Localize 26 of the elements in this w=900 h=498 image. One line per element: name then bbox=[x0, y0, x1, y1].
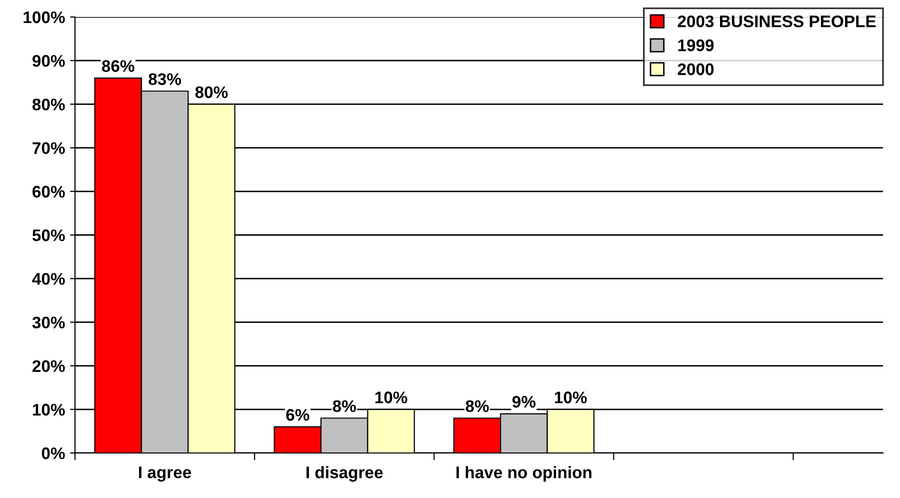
y-tick-label: 30% bbox=[32, 316, 65, 328]
data-label: 80% bbox=[195, 86, 228, 98]
y-tick-label: 20% bbox=[32, 360, 65, 372]
y-tick-label: 40% bbox=[32, 273, 65, 285]
x-tick-label: I disagree bbox=[306, 466, 383, 482]
data-label: 9% bbox=[512, 396, 536, 408]
y-tick-label: 50% bbox=[32, 229, 65, 242]
x-tick-label: I agree bbox=[139, 466, 192, 482]
legend-label: 1999 bbox=[678, 39, 714, 52]
y-tick-label: 0% bbox=[42, 447, 65, 460]
y-tick-label: 70% bbox=[32, 142, 65, 154]
data-label: 10% bbox=[554, 392, 587, 404]
legend-label: 2003 BUSINESS PEOPLE bbox=[678, 15, 876, 28]
y-tick-label: 90% bbox=[32, 55, 65, 67]
data-label: 6% bbox=[286, 408, 310, 421]
data-label: 8% bbox=[332, 400, 356, 412]
data-label: 83% bbox=[148, 73, 182, 86]
data-label: 10% bbox=[375, 392, 408, 404]
y-tick-label: 10% bbox=[32, 404, 65, 416]
y-tick-label: 60% bbox=[32, 186, 65, 198]
y-tick-label: 80% bbox=[32, 98, 65, 110]
y-tick-label: 100% bbox=[24, 11, 65, 24]
legend-label: 2000 bbox=[678, 63, 714, 76]
x-tick-label: I have no opinion bbox=[456, 466, 592, 482]
data-label: 86% bbox=[102, 60, 134, 72]
data-label: 8% bbox=[466, 400, 489, 412]
